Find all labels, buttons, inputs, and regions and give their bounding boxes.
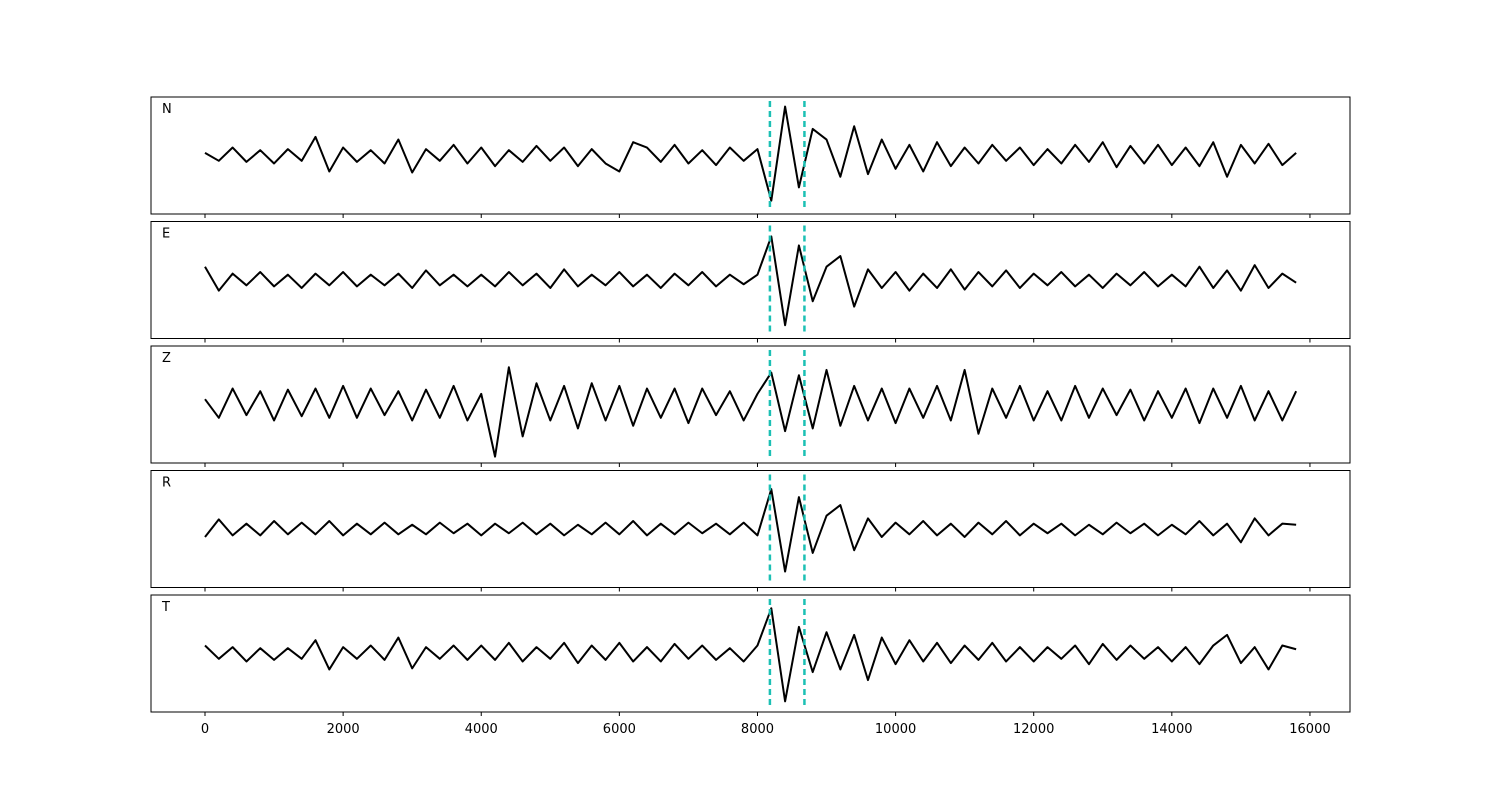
panel-label: E [162,227,170,242]
x-tick-label: 12000 [1013,722,1054,737]
panel-label: Z [162,351,171,366]
trace [204,366,1298,458]
x-tick-label: 8000 [741,722,774,737]
x-tick-label: 14000 [1151,722,1192,737]
panel-label: R [162,476,171,491]
panel-frame [150,345,1351,464]
panel-label: N [162,102,172,117]
trace [204,607,1297,703]
trace [204,105,1297,202]
x-tick-label: 10000 [875,722,916,737]
x-tick-label: 0 [201,722,209,737]
x-tick-label: 16000 [1289,722,1330,737]
panel-label: T [161,600,170,615]
trace [204,235,1297,327]
trace [204,488,1297,573]
x-tick-label: 2000 [327,722,360,737]
x-tick-label: 4000 [465,722,498,737]
x-tick-label: 6000 [603,722,636,737]
